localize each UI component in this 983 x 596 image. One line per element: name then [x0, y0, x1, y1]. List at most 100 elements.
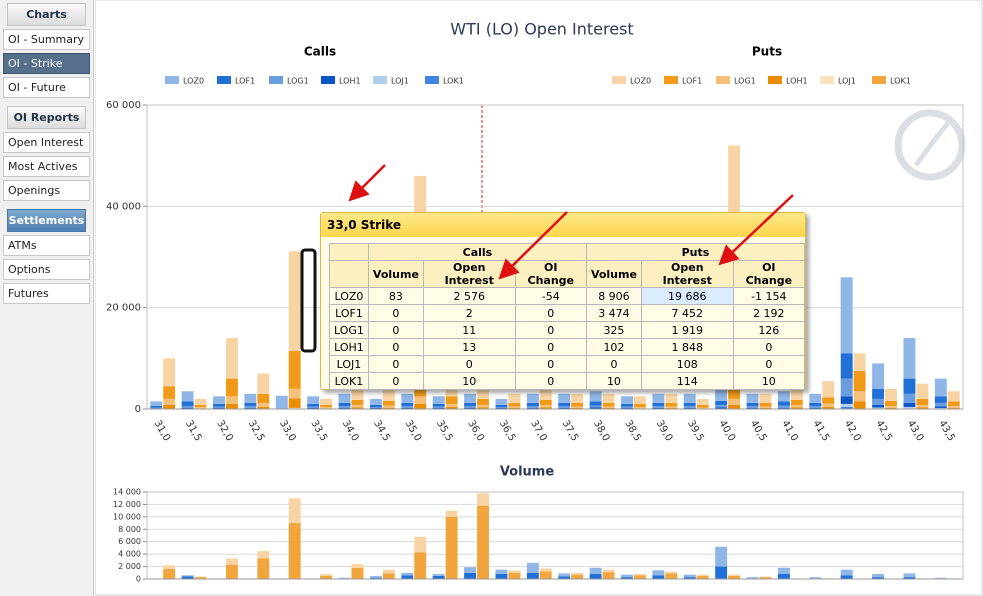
bar-segment — [589, 567, 602, 575]
bar-segment — [225, 558, 238, 565]
legend-label: LOH1 — [339, 77, 361, 86]
bar-segment — [683, 407, 696, 409]
nav-item[interactable]: OI - Strike — [3, 53, 90, 74]
bar-segment — [369, 577, 382, 579]
nav-item[interactable]: ATMs — [3, 235, 90, 256]
bar-segment — [558, 407, 571, 409]
bar-segment — [369, 575, 382, 578]
bar-segment — [715, 404, 728, 408]
bar-segment — [320, 575, 333, 579]
bar-segment — [244, 405, 257, 408]
column-header: Volume — [585, 260, 642, 288]
tooltip: 33,0 Strike Calls Puts Volume Open Interest O… — [320, 212, 806, 390]
bar-segment — [853, 353, 866, 371]
nav-item[interactable]: Open Interest — [3, 132, 90, 153]
bar-segment — [683, 402, 696, 406]
bar-segment — [558, 402, 571, 406]
bar-segment — [495, 574, 508, 579]
nav-item[interactable]: Futures — [3, 283, 90, 304]
bar-segment — [853, 391, 866, 402]
bar-segment — [464, 567, 477, 573]
bar-segment — [872, 388, 885, 399]
bar-segment — [464, 572, 477, 579]
cell: 13 — [422, 338, 516, 356]
legend-label: LOK1 — [890, 77, 911, 86]
cell: 2 576 — [422, 287, 516, 305]
bar-segment — [696, 575, 709, 579]
bar-segment — [602, 569, 615, 573]
bar-segment — [840, 353, 853, 379]
nav-item[interactable]: Most Actives — [3, 156, 90, 177]
bar-segment — [288, 398, 301, 408]
bar-segment — [947, 405, 960, 408]
bar-segment — [652, 570, 665, 576]
cell: 114 — [640, 372, 734, 390]
bar-segment — [351, 404, 364, 408]
bar-segment — [225, 378, 238, 397]
legend-label: LOF1 — [682, 77, 702, 86]
legend-swatch — [217, 76, 231, 84]
y-tick-label: 60 000 — [106, 100, 141, 111]
nav-item[interactable]: OI - Future — [3, 77, 90, 98]
bar-segment — [225, 403, 238, 409]
bar-segment — [840, 277, 853, 354]
bar-segment — [369, 406, 382, 408]
bar-segment — [872, 407, 885, 409]
bar-segment — [589, 407, 602, 409]
bar-segment — [257, 558, 270, 579]
nav-item[interactable]: Openings — [3, 180, 90, 201]
bar-segment — [150, 405, 163, 408]
bar-segment — [840, 575, 853, 579]
cell: 7 452 — [640, 304, 734, 322]
bar-segment — [759, 407, 772, 409]
data-row: LOJ1 0 0 0 0 108 0 — [329, 355, 806, 373]
column-row: Volume Open Interest OI Change Volume Open I… — [329, 260, 806, 288]
bar-segment — [351, 567, 364, 579]
bar-segment — [683, 393, 696, 403]
chart-title: WTI (LO) Open Interest — [450, 20, 633, 39]
y-tick-label: 8 000 — [118, 525, 141, 534]
y-tick-label: 6 000 — [118, 537, 141, 546]
nav-item[interactable]: OI - Summary — [3, 29, 90, 50]
bar-segment — [652, 575, 665, 579]
group-row: Calls Puts — [329, 243, 806, 261]
cell: 1 848 — [640, 338, 734, 356]
cell: 10 — [422, 372, 516, 390]
bar-segment — [633, 403, 646, 407]
bar-segment — [885, 388, 897, 401]
bar-segment — [244, 407, 257, 409]
cell: 0 — [514, 321, 587, 339]
bar-segment — [539, 404, 552, 408]
bar-segment — [903, 577, 916, 579]
bar-segment — [477, 398, 489, 405]
bar-segment — [777, 401, 790, 406]
section-header: Settlements — [7, 209, 86, 232]
bar-segment — [181, 407, 194, 409]
bar-segment — [746, 405, 759, 408]
bar-segment — [445, 516, 458, 579]
section-header: Charts — [7, 3, 86, 26]
bar-segment — [665, 406, 678, 408]
legend-swatch — [425, 76, 439, 84]
bar-segment — [338, 407, 351, 409]
cell: 1 919 — [640, 321, 734, 339]
bar-segment — [257, 551, 270, 559]
bar-segment — [401, 393, 414, 403]
bar-segment — [382, 405, 395, 408]
column-header: OI Change — [514, 260, 587, 288]
bar-segment — [934, 407, 947, 409]
bar-segment — [621, 403, 633, 407]
legend-label: LOG1 — [734, 77, 756, 86]
bar-segment — [790, 407, 803, 409]
bar-segment — [872, 404, 885, 408]
cell: 0 — [732, 355, 806, 373]
legend-swatch — [768, 76, 782, 84]
nav-item[interactable]: Options — [3, 259, 90, 280]
bar-segment — [746, 407, 759, 409]
bar-segment — [194, 398, 207, 405]
bar-segment — [539, 571, 552, 579]
bar-segment — [652, 407, 665, 409]
cell: 0 — [367, 355, 424, 373]
bar-segment — [809, 407, 822, 409]
